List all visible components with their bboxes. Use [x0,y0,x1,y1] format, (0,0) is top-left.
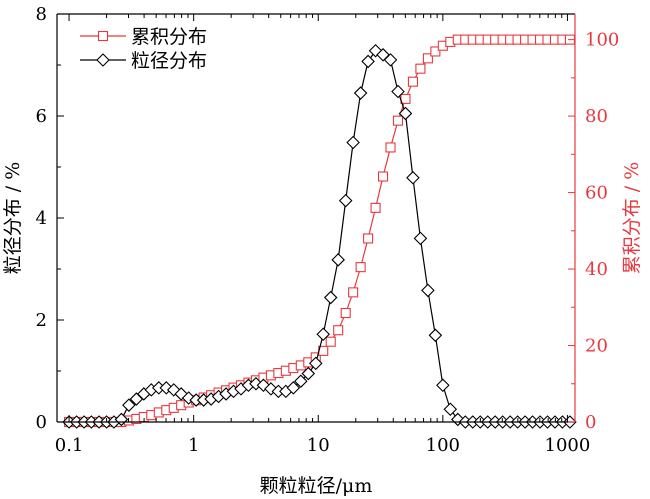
x-tick-label: 1 [188,435,199,456]
cumulative-point [355,262,366,273]
cumulative-point [415,63,426,74]
distribution-point [338,193,353,208]
legend-label: 累积分布 [131,26,207,48]
distribution-point [166,383,181,397]
x-tick-label: 100 [426,435,460,456]
distribution-point [286,381,301,395]
y-right-tick-label: 20 [585,336,608,357]
legend-diamond-marker [96,53,110,67]
cumulative-point [422,53,433,64]
y-right-axis-title: 累积分布 / % [621,162,643,275]
distribution-point [122,398,136,412]
distribution-point [301,366,316,381]
y-left-tick-label: 4 [36,208,47,229]
legend-item: 累积分布 [80,26,207,48]
x-tick-label: 1000 [545,435,591,456]
distribution-point [391,84,405,99]
cumulative-point [348,287,359,298]
cumulative-point [392,115,404,126]
distribution-point [323,290,338,305]
distribution-point [421,283,435,298]
cumulative-point [370,202,381,213]
cumulative-point [325,336,336,347]
distribution-point [398,106,413,121]
y-left-tick-label: 8 [36,4,47,25]
distribution-point [331,253,345,267]
cumulative-point [400,93,411,104]
x-axis-title: 颗粒粒径/μm [260,475,373,497]
distribution-point [436,378,450,393]
cumulative-point [430,46,441,57]
distribution-point [346,135,360,150]
cumulative-point [333,325,344,336]
distribution-point [428,328,443,343]
legend-item: 粒径分布 [80,50,207,72]
distribution-point [174,387,188,401]
distribution-point [406,170,420,185]
distribution-point [181,391,196,405]
distribution-point [249,376,263,391]
distribution-point [308,356,323,371]
y-left-tick-label: 6 [36,106,47,127]
legend-label: 粒径分布 [131,50,207,72]
distribution-point [383,53,398,67]
y-right-tick-label: 40 [585,259,608,280]
y-right-tick-label: 80 [585,106,608,127]
x-tick-label: 10 [307,435,330,456]
distribution-point [353,86,368,100]
axes-layer: 0.1 1 10 100 100002468020406080100颗粒粒径/μm粒径分… [2,4,643,497]
distribution-point [443,402,458,417]
y-left-tick-label: 2 [36,310,47,331]
legend-square-marker [97,30,109,42]
y-right-tick-label: 60 [585,183,608,204]
y-left-tick-label: 0 [36,412,47,433]
cumulative-point [407,76,418,87]
y-right-tick-label: 100 [585,30,619,51]
cumulative-point [363,233,374,244]
cumulative-point [340,307,351,319]
x-tick-label: 0.1 [55,435,84,456]
distribution-point [361,54,375,69]
distribution-point [159,381,174,395]
distribution-point [413,231,428,246]
cumulative-point [385,142,396,153]
cumulative-point [377,171,389,182]
distribution-point [294,374,308,388]
y-left-axis-title: 粒径分布 / % [2,162,24,275]
distribution-point [316,327,330,342]
y-right-tick-label: 0 [585,412,596,433]
